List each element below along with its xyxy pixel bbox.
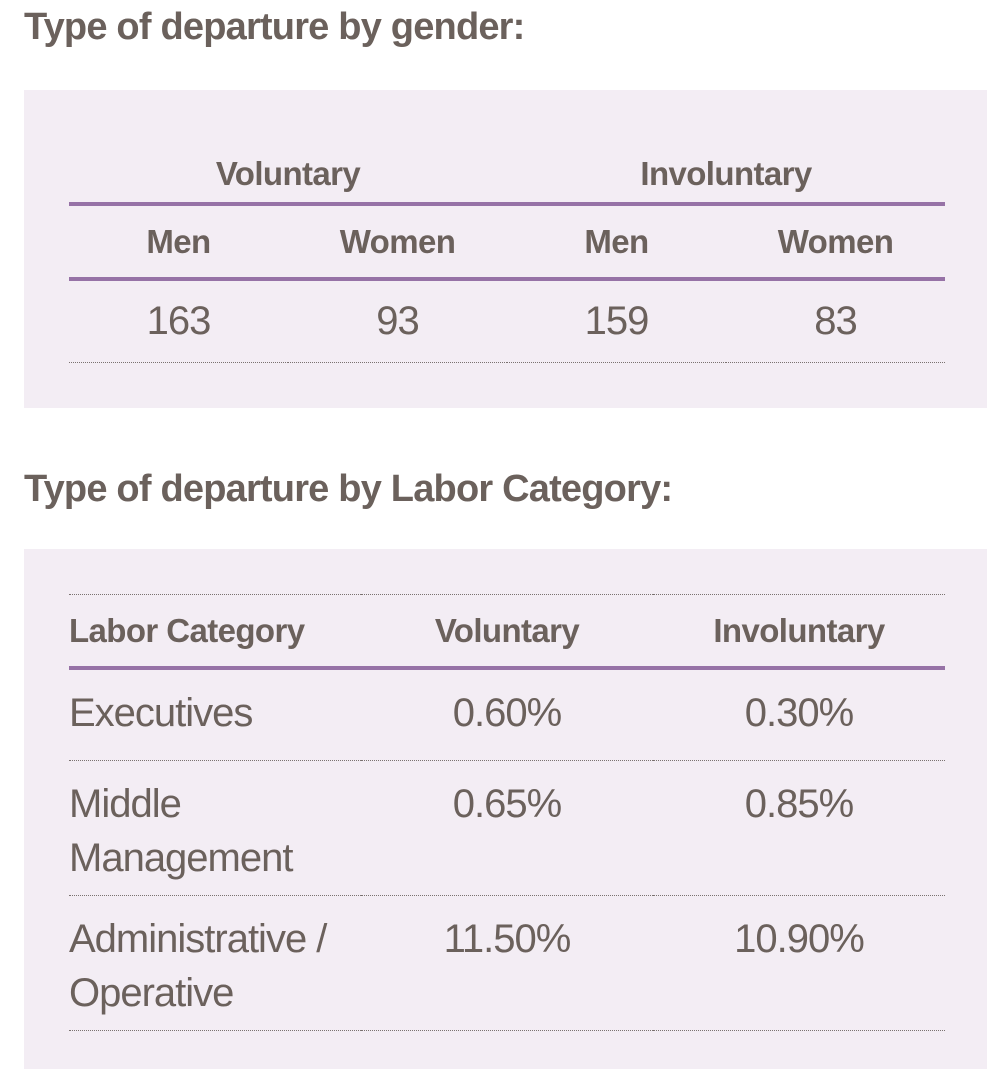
voluntary-header: Voluntary bbox=[361, 594, 653, 670]
voluntary-cell: 0.60% bbox=[361, 668, 653, 761]
gender-table-panel: Voluntary Involuntary Men Women Men Wome… bbox=[24, 90, 987, 408]
voluntary-women-header: Women bbox=[288, 204, 507, 281]
category-cell: Executives bbox=[69, 668, 361, 761]
involuntary-men-header: Men bbox=[507, 204, 726, 281]
departure-by-gender-table: Voluntary Involuntary Men Women Men Wome… bbox=[69, 146, 946, 363]
labor-table-panel: Labor Category Voluntary Involuntary Exe… bbox=[24, 549, 987, 1069]
involuntary-cell: 0.30% bbox=[653, 668, 945, 761]
voluntary-women-value: 93 bbox=[288, 279, 507, 363]
labor-section-title: Type of departure by Labor Category: bbox=[24, 468, 673, 510]
involuntary-women-value: 83 bbox=[726, 279, 946, 363]
gender-section-title: Type of departure by gender: bbox=[24, 6, 525, 48]
voluntary-men-header: Men bbox=[69, 204, 288, 281]
gender-header-row: Men Women Men Women bbox=[69, 204, 946, 281]
involuntary-men-value: 159 bbox=[507, 279, 726, 363]
labor-category-header: Labor Category bbox=[69, 594, 361, 670]
table-row: Administrative / Operative 11.50% 10.90% bbox=[69, 895, 945, 1031]
involuntary-header: Involuntary bbox=[653, 594, 945, 670]
involuntary-cell: 0.85% bbox=[653, 760, 945, 896]
table-row: Executives 0.60% 0.30% bbox=[69, 668, 945, 761]
category-cell: Administrative / Operative bbox=[69, 895, 361, 1031]
group-header-row: Voluntary Involuntary bbox=[69, 146, 946, 206]
table-row: Middle Management 0.65% 0.85% bbox=[69, 760, 945, 896]
involuntary-women-header: Women bbox=[726, 204, 946, 281]
voluntary-group-header: Voluntary bbox=[69, 146, 507, 206]
involuntary-group-header: Involuntary bbox=[507, 146, 946, 206]
involuntary-cell: 10.90% bbox=[653, 895, 945, 1031]
voluntary-men-value: 163 bbox=[69, 279, 288, 363]
category-cell: Middle Management bbox=[69, 760, 361, 896]
voluntary-cell: 11.50% bbox=[361, 895, 653, 1031]
table-row: 163 93 159 83 bbox=[69, 279, 946, 363]
voluntary-cell: 0.65% bbox=[361, 760, 653, 896]
departure-by-labor-category-table: Labor Category Voluntary Involuntary Exe… bbox=[69, 594, 945, 1031]
labor-header-row: Labor Category Voluntary Involuntary bbox=[69, 594, 945, 670]
